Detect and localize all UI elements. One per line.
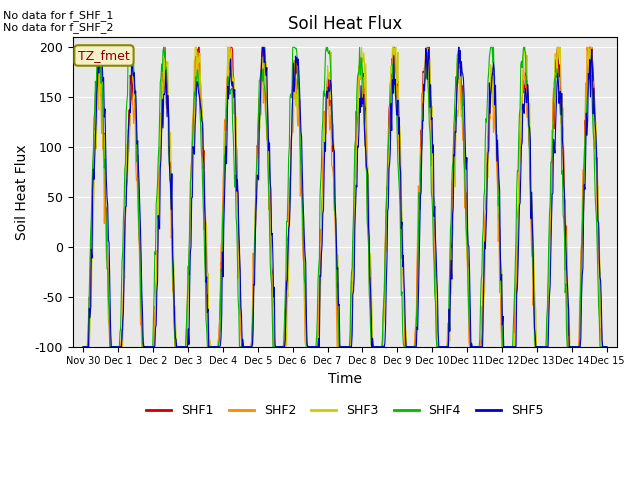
SHF1 <box>429 163 436 168</box>
SHF2 <box>79 344 87 349</box>
SHF2 <box>264 137 271 143</box>
SHF2 <box>399 284 407 290</box>
SHF3 <box>399 271 407 276</box>
SHF4 <box>79 344 87 349</box>
SHF5 <box>284 277 291 283</box>
SHF2 <box>237 344 245 349</box>
SHF3 <box>79 344 87 349</box>
Line: SHF3: SHF3 <box>83 48 607 347</box>
Text: No data for f_SHF_1
No data for f_SHF_2: No data for f_SHF_1 No data for f_SHF_2 <box>3 10 114 33</box>
SHF2 <box>429 160 436 166</box>
SHF3 <box>141 344 148 349</box>
SHF2 <box>603 344 611 349</box>
SHF4 <box>284 219 291 225</box>
SHF3 <box>264 123 271 129</box>
SHF3 <box>429 173 436 179</box>
SHF4 <box>264 143 271 148</box>
SHF4 <box>141 344 149 349</box>
SHF5 <box>141 344 149 349</box>
SHF2 <box>284 239 291 245</box>
SHF4 <box>429 212 436 217</box>
Line: SHF5: SHF5 <box>83 48 607 347</box>
SHF1 <box>399 271 407 276</box>
SHF3 <box>191 45 199 50</box>
SHF1 <box>284 279 291 285</box>
SHF1 <box>603 344 611 349</box>
SHF3 <box>603 344 611 349</box>
SHF2 <box>141 344 148 349</box>
Title: Soil Heat Flux: Soil Heat Flux <box>288 15 402 33</box>
SHF2 <box>224 45 232 50</box>
SHF1 <box>161 45 169 50</box>
SHF1 <box>264 101 271 107</box>
SHF4 <box>237 344 245 349</box>
SHF3 <box>284 288 291 294</box>
SHF1 <box>237 333 245 339</box>
SHF5 <box>237 312 245 318</box>
Text: TZ_fmet: TZ_fmet <box>78 49 130 62</box>
SHF5 <box>399 253 407 259</box>
Y-axis label: Soil Heat Flux: Soil Heat Flux <box>15 144 29 240</box>
Legend: SHF1, SHF2, SHF3, SHF4, SHF5: SHF1, SHF2, SHF3, SHF4, SHF5 <box>141 399 548 422</box>
SHF4 <box>94 45 102 50</box>
SHF5 <box>603 344 611 349</box>
SHF5 <box>79 344 87 349</box>
X-axis label: Time: Time <box>328 372 362 386</box>
SHF1 <box>141 344 148 349</box>
SHF4 <box>603 344 611 349</box>
Line: SHF1: SHF1 <box>83 48 607 347</box>
SHF5 <box>429 150 436 156</box>
SHF5 <box>264 102 271 108</box>
SHF1 <box>79 344 87 349</box>
SHF5 <box>95 45 103 50</box>
Line: SHF2: SHF2 <box>83 48 607 347</box>
Line: SHF4: SHF4 <box>83 48 607 347</box>
SHF4 <box>399 341 407 347</box>
SHF3 <box>237 329 245 335</box>
